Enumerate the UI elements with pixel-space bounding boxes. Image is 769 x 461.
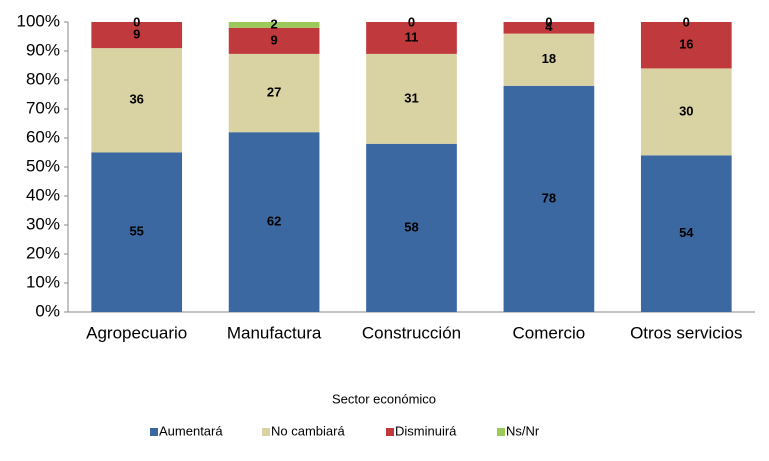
value-label: 4 <box>545 19 553 34</box>
y-tick-label: 30% <box>26 214 60 233</box>
y-tick-label: 90% <box>26 40 60 59</box>
x-tick-label: Agropecuario <box>86 323 187 342</box>
x-tick-label: Comercio <box>513 323 586 342</box>
value-label: 0 <box>408 14 415 29</box>
value-label: 27 <box>267 84 281 99</box>
legend-swatch <box>386 428 394 436</box>
legend-label: Disminuirá <box>395 423 457 438</box>
value-label: 36 <box>129 92 143 107</box>
bar-segment <box>366 22 457 54</box>
value-label: 18 <box>542 51 556 66</box>
y-tick-label: 80% <box>26 69 60 88</box>
value-label: 9 <box>133 26 140 41</box>
legend-swatch <box>497 428 505 436</box>
bar-segment <box>503 22 595 34</box>
bar-segment <box>640 68 732 156</box>
y-tick-label: 40% <box>26 185 60 204</box>
bar-segment <box>228 22 320 28</box>
value-label: 58 <box>404 219 418 234</box>
bar-segment <box>503 33 595 86</box>
value-label: 16 <box>679 37 693 52</box>
y-tick-label: 60% <box>26 127 60 146</box>
value-label: 62 <box>267 214 281 229</box>
bar-segment <box>228 53 320 133</box>
value-label: 0 <box>545 14 552 29</box>
legend-swatch <box>150 428 158 436</box>
bar-segment <box>91 22 183 49</box>
bar-segment <box>228 27 320 54</box>
legend-label: Ns/Nr <box>506 423 540 438</box>
x-tick-label: Manufactura <box>227 323 322 342</box>
bar-segment <box>228 132 320 312</box>
y-tick-label: 0% <box>35 301 60 320</box>
bar-segment <box>640 155 732 312</box>
bar-segment <box>91 48 183 153</box>
value-label: 31 <box>404 90 418 105</box>
value-label: 30 <box>679 103 693 118</box>
value-label: 9 <box>270 32 277 47</box>
bar-segment <box>366 53 457 144</box>
value-label: 2 <box>270 16 277 31</box>
x-tick-label: Construcción <box>362 323 461 342</box>
legend-swatch <box>262 428 270 436</box>
x-axis-title: Sector económico <box>332 391 436 406</box>
value-label: 11 <box>405 29 419 44</box>
bar-segment <box>366 143 457 312</box>
value-label: 0 <box>133 14 140 29</box>
legend-label: No cambiará <box>271 423 345 438</box>
value-label: 0 <box>683 14 690 29</box>
bar-segment <box>503 85 595 312</box>
bar-segment <box>640 22 732 69</box>
bar-segment <box>91 152 183 312</box>
value-label: 78 <box>542 190 556 205</box>
y-tick-label: 70% <box>26 98 60 117</box>
x-tick-label: Otros servicios <box>630 323 742 342</box>
value-label: 54 <box>679 225 694 240</box>
y-tick-label: 10% <box>26 272 60 291</box>
y-tick-label: 100% <box>17 11 60 30</box>
value-label: 55 <box>129 224 143 239</box>
y-tick-label: 20% <box>26 243 60 262</box>
legend-label: Aumentará <box>159 423 223 438</box>
y-tick-label: 50% <box>26 156 60 175</box>
